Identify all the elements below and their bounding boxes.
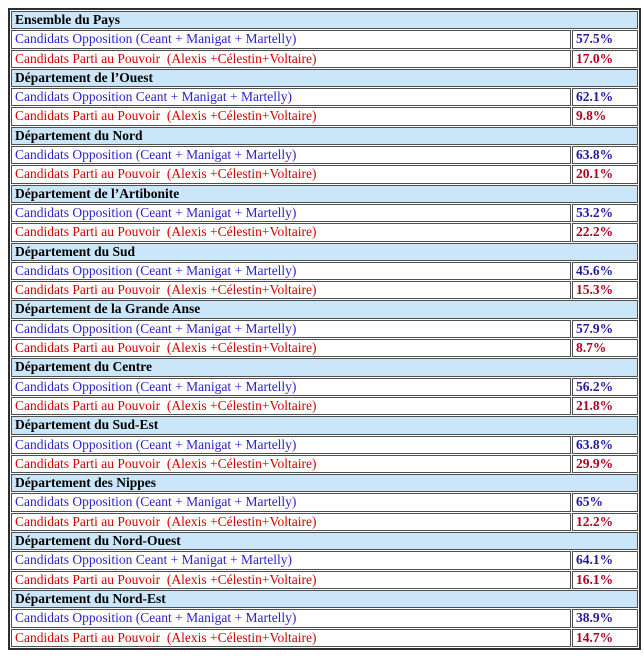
opposition-row: Candidats Opposition Ceant + Manigat + M… [11, 88, 638, 107]
power-party-percentage: 17.0% [572, 49, 638, 68]
power-party-percentage: 12.2% [572, 512, 638, 532]
power-party-row: Candidats Parti au Pouvoir (Alexis +Céle… [11, 628, 638, 647]
power-party-percentage: 9.8% [572, 107, 638, 126]
opposition-row: Candidats Opposition Ceant + Manigat + M… [11, 551, 638, 570]
opposition-label: Candidats Opposition (Ceant + Manigat + … [11, 30, 571, 49]
department-header-row: Département de l’Ouest [11, 68, 638, 88]
power-party-percentage: 8.7% [572, 339, 638, 358]
department-name: Département des Nippes [11, 474, 638, 493]
power-party-percentage: 20.1% [572, 165, 638, 184]
opposition-row: Candidats Opposition (Ceant + Manigat + … [11, 435, 638, 454]
power-party-label: Candidats Parti au Pouvoir (Alexis +Céle… [11, 281, 571, 300]
department-name: Département du Sud [11, 242, 638, 261]
opposition-row: Candidats Opposition (Ceant + Manigat + … [11, 261, 638, 281]
opposition-row: Candidats Opposition (Ceant + Manigat + … [11, 319, 638, 339]
department-header-row: Département du Nord [11, 126, 638, 146]
power-party-label: Candidats Parti au Pouvoir (Alexis +Céle… [11, 107, 571, 126]
department-name: Département de l’Ouest [11, 68, 638, 88]
power-party-label: Candidats Parti au Pouvoir (Alexis +Céle… [11, 454, 571, 474]
power-party-label: Candidats Parti au Pouvoir (Alexis +Céle… [11, 628, 571, 647]
power-party-label: Candidats Parti au Pouvoir (Alexis +Céle… [11, 165, 571, 184]
opposition-percentage: 62.1% [572, 88, 638, 107]
department-name: Département de l’Artibonite [11, 184, 638, 203]
power-party-label: Candidats Parti au Pouvoir (Alexis +Céle… [11, 570, 571, 589]
department-header-row: Département de l’Artibonite [11, 184, 638, 203]
opposition-label: Candidats Opposition (Ceant + Manigat + … [11, 146, 571, 165]
opposition-label: Candidats Opposition (Ceant + Manigat + … [11, 261, 571, 281]
power-party-row: Candidats Parti au Pouvoir (Alexis +Céle… [11, 223, 638, 242]
election-results-table: Ensemble du Pays Candidats Opposition (C… [8, 8, 641, 650]
power-party-row: Candidats Parti au Pouvoir (Alexis +Céle… [11, 281, 638, 300]
power-party-percentage: 21.8% [572, 396, 638, 416]
opposition-label: Candidats Opposition (Ceant + Manigat + … [11, 609, 571, 628]
opposition-percentage: 38.9% [572, 609, 638, 628]
results-table-body: Ensemble du Pays Candidats Opposition (C… [11, 11, 638, 647]
power-party-label: Candidats Parti au Pouvoir (Alexis +Céle… [11, 223, 571, 242]
power-party-row: Candidats Parti au Pouvoir (Alexis +Céle… [11, 570, 638, 589]
power-party-label: Candidats Parti au Pouvoir (Alexis +Céle… [11, 49, 571, 68]
department-name: Département du Nord-Ouest [11, 532, 638, 551]
opposition-label: Candidats Opposition (Ceant + Manigat + … [11, 493, 571, 512]
opposition-percentage: 57.9% [572, 319, 638, 339]
power-party-row: Candidats Parti au Pouvoir (Alexis +Céle… [11, 512, 638, 532]
opposition-row: Candidats Opposition (Ceant + Manigat + … [11, 609, 638, 628]
power-party-row: Candidats Parti au Pouvoir (Alexis +Céle… [11, 165, 638, 184]
power-party-row: Candidats Parti au Pouvoir (Alexis +Céle… [11, 396, 638, 416]
department-header-row: Département des Nippes [11, 474, 638, 493]
power-party-row: Candidats Parti au Pouvoir (Alexis +Céle… [11, 107, 638, 126]
opposition-percentage: 63.8% [572, 435, 638, 454]
department-name: Ensemble du Pays [11, 11, 638, 30]
opposition-percentage: 64.1% [572, 551, 638, 570]
power-party-percentage: 14.7% [572, 628, 638, 647]
department-header-row: Département de la Grande Anse [11, 300, 638, 319]
opposition-percentage: 65% [572, 493, 638, 512]
power-party-row: Candidats Parti au Pouvoir (Alexis +Céle… [11, 454, 638, 474]
opposition-row: Candidats Opposition (Ceant + Manigat + … [11, 146, 638, 165]
department-name: Département du Nord [11, 126, 638, 146]
department-name: Département de la Grande Anse [11, 300, 638, 319]
opposition-label: Candidats Opposition Ceant + Manigat + M… [11, 88, 571, 107]
power-party-row: Candidats Parti au Pouvoir (Alexis +Céle… [11, 49, 638, 68]
power-party-percentage: 29.9% [572, 454, 638, 474]
department-header-row: Département du Nord-Est [11, 589, 638, 609]
opposition-row: Candidats Opposition (Ceant + Manigat + … [11, 30, 638, 49]
power-party-percentage: 16.1% [572, 570, 638, 589]
power-party-label: Candidats Parti au Pouvoir (Alexis +Céle… [11, 339, 571, 358]
power-party-percentage: 15.3% [572, 281, 638, 300]
power-party-label: Candidats Parti au Pouvoir (Alexis +Céle… [11, 396, 571, 416]
opposition-percentage: 57.5% [572, 30, 638, 49]
opposition-label: Candidats Opposition (Ceant + Manigat + … [11, 203, 571, 223]
opposition-percentage: 45.6% [572, 261, 638, 281]
power-party-label: Candidats Parti au Pouvoir (Alexis +Céle… [11, 512, 571, 532]
department-name: Département du Sud-Est [11, 416, 638, 435]
opposition-row: Candidats Opposition (Ceant + Manigat + … [11, 203, 638, 223]
opposition-label: Candidats Opposition (Ceant + Manigat + … [11, 377, 571, 396]
power-party-percentage: 22.2% [572, 223, 638, 242]
opposition-label: Candidats Opposition (Ceant + Manigat + … [11, 435, 571, 454]
department-header-row: Département du Nord-Ouest [11, 532, 638, 551]
opposition-percentage: 56.2% [572, 377, 638, 396]
opposition-percentage: 63.8% [572, 146, 638, 165]
power-party-row: Candidats Parti au Pouvoir (Alexis +Céle… [11, 339, 638, 358]
opposition-label: Candidats Opposition (Ceant + Manigat + … [11, 319, 571, 339]
department-header-row: Département du Sud-Est [11, 416, 638, 435]
department-name: Département du Centre [11, 358, 638, 377]
opposition-row: Candidats Opposition (Ceant + Manigat + … [11, 377, 638, 396]
department-name: Département du Nord-Est [11, 589, 638, 609]
opposition-percentage: 53.2% [572, 203, 638, 223]
opposition-row: Candidats Opposition (Ceant + Manigat + … [11, 493, 638, 512]
department-header-row: Département du Sud [11, 242, 638, 261]
opposition-label: Candidats Opposition Ceant + Manigat + M… [11, 551, 571, 570]
department-header-row: Département du Centre [11, 358, 638, 377]
department-header-row: Ensemble du Pays [11, 11, 638, 30]
